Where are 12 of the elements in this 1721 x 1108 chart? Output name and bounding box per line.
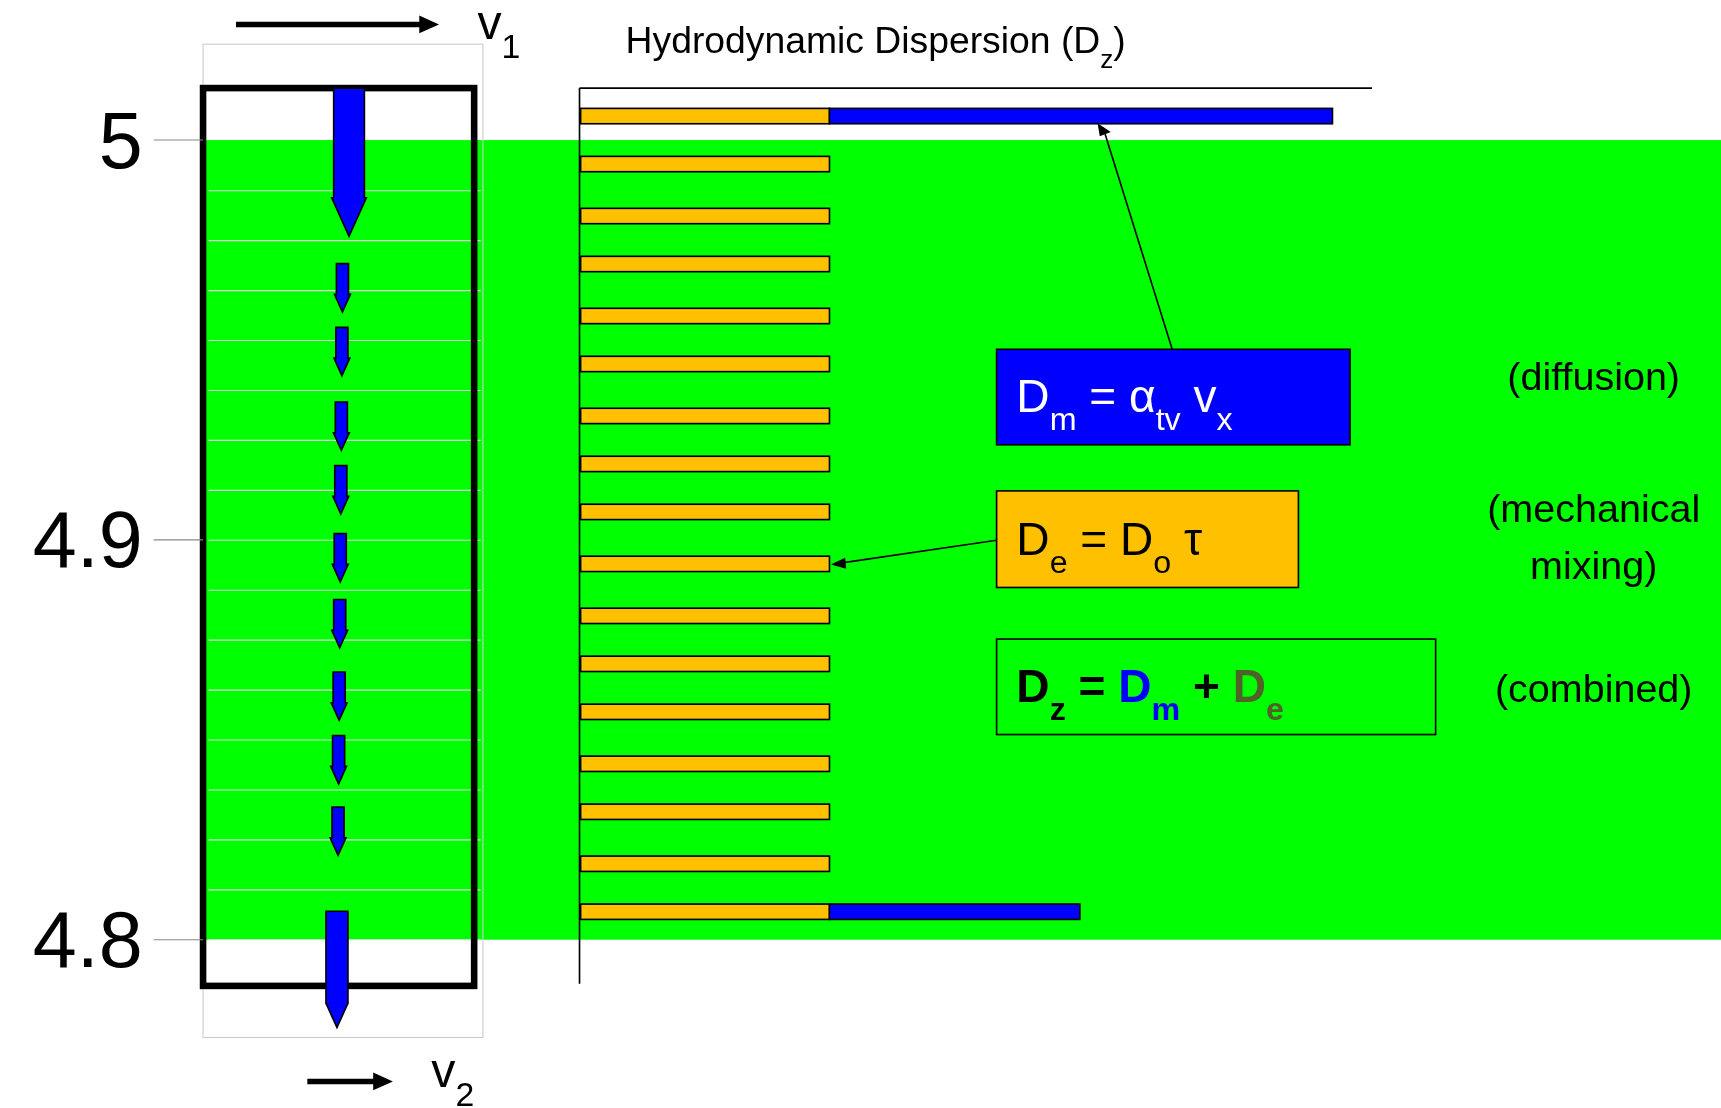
text: (combined) <box>1494 665 1693 710</box>
text: (diffusion) <box>1507 353 1681 398</box>
annotation: D$_{e}$ = D$_{o}$ τ <box>1016 512 1203 580</box>
annotation: D$_{z}$ = D$_{m}$ + D$_{e}$ <box>1016 660 1284 728</box>
y-tick-label: 4.9 <box>32 495 143 585</box>
text: v$_{1}$ <box>477 0 521 65</box>
y-tick-label: 5 <box>98 95 143 185</box>
annotation: D$_{m}$ = α$_{tv}$ v$_{x}$ <box>1016 370 1233 438</box>
text: v$_{2}$ <box>431 1042 475 1108</box>
y-tick-label: 4.8 <box>32 895 143 985</box>
text: (mechanical mixing) <box>1487 485 1701 587</box>
chart-title: Hydrodynamic Dispersion (D$_{z}$) <box>625 18 1126 74</box>
